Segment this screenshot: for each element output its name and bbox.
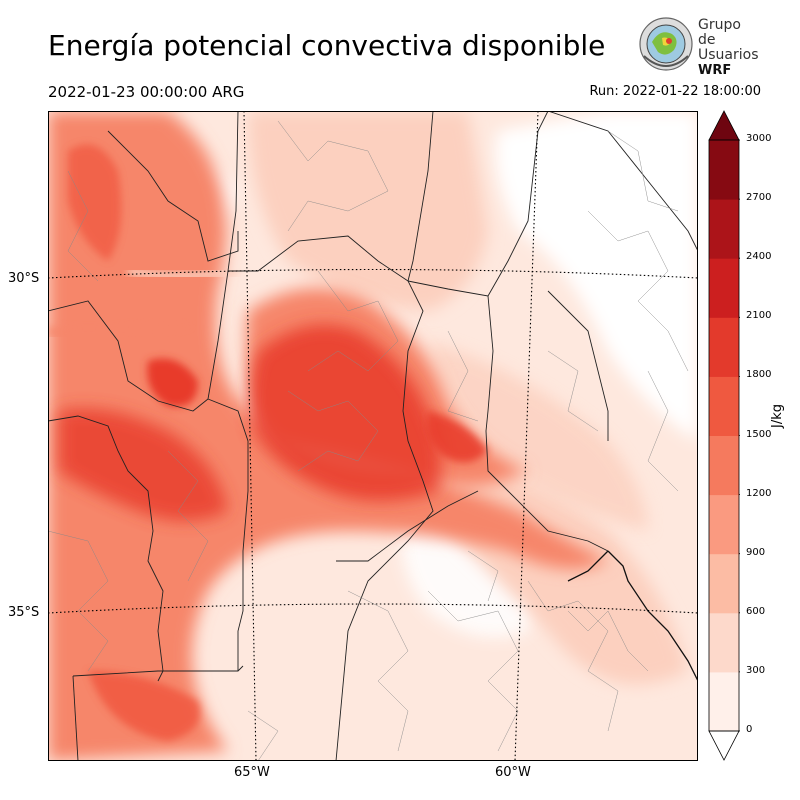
- colorbar-segment: [709, 376, 739, 436]
- colorbar-segment: [709, 140, 739, 200]
- colorbar-segment: [709, 258, 739, 318]
- grupo-usuarios-wrf-logo: Grupo de Usuarios WRF: [638, 16, 759, 78]
- colorbar-extend-max: [708, 110, 740, 141]
- colorbar-tick-label: 0: [746, 724, 753, 735]
- colorbar-segment: [709, 553, 739, 614]
- cape-field: [48, 111, 698, 761]
- colorbar-segment: [709, 494, 739, 555]
- graticule: [48, 111, 698, 761]
- lat-label-35s: 35°S: [8, 605, 40, 620]
- colorbar-segment: [709, 612, 739, 673]
- valid-time: 2022-01-23 00:00:00 ARG: [48, 83, 245, 101]
- colorbar-tick-label: 2100: [746, 310, 772, 322]
- colorbar-tick-label: 2700: [746, 192, 772, 204]
- colorbar-tick-label: 1500: [746, 428, 772, 440]
- lat-label-30s: 30°S: [8, 271, 40, 286]
- lon-label-60w: 60°W: [495, 765, 531, 780]
- colorbar-ticks: [739, 139, 740, 732]
- colorbar-segment: [709, 435, 739, 496]
- colorbar-tick-label: 1800: [746, 369, 772, 381]
- lon-label-65w: 65°W: [234, 765, 270, 780]
- logo-line3: WRF: [698, 63, 732, 78]
- colorbar-tick-label: 2400: [746, 251, 772, 263]
- colorbar: [708, 110, 740, 761]
- department-boundaries: [48, 120, 689, 761]
- colorbar-tick-label: 300: [746, 664, 766, 676]
- colorbar-tick-label: 600: [746, 605, 766, 617]
- cape-map: [48, 111, 698, 761]
- logo-text: Grupo de Usuarios WRF: [698, 17, 759, 79]
- globe-emblem-icon: [639, 17, 693, 71]
- colorbar-extend-min: [708, 730, 740, 761]
- map-frame: [48, 111, 698, 761]
- coastline: [567, 550, 698, 682]
- colorbar-segments: [709, 140, 739, 732]
- colorbar-segment: [709, 671, 739, 732]
- colorbar-tick-label: 900: [746, 546, 766, 558]
- colorbar-tick-label: 3000: [746, 133, 772, 144]
- colorbar-unit: J/kg: [770, 404, 785, 428]
- run-time: Run: 2022-01-22 18:00:00: [589, 84, 761, 99]
- colorbar-segment: [709, 199, 739, 259]
- map-title: Energía potencial convectiva disponible: [48, 29, 606, 62]
- logo-line2: Usuarios: [698, 47, 759, 63]
- province-boundaries: [48, 111, 698, 761]
- colorbar-segment: [709, 317, 739, 377]
- colorbar-tick-label: 1200: [746, 487, 772, 499]
- logo-line1: Grupo de: [698, 17, 741, 48]
